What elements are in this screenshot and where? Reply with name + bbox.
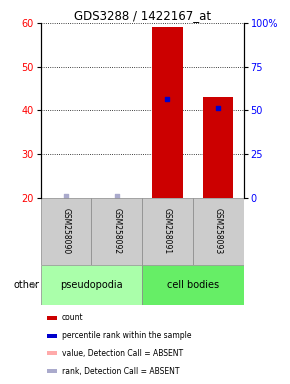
Point <box>216 105 220 111</box>
Text: rank, Detection Call = ABSENT: rank, Detection Call = ABSENT <box>62 367 179 376</box>
Point <box>114 192 119 199</box>
Text: cell bodies: cell bodies <box>167 280 219 290</box>
Text: GSM258092: GSM258092 <box>112 209 121 255</box>
Text: value, Detection Call = ABSENT: value, Detection Call = ABSENT <box>62 349 183 358</box>
Bar <box>47 351 57 356</box>
Bar <box>91 198 142 265</box>
Bar <box>203 97 233 198</box>
Bar <box>47 316 57 320</box>
Bar <box>142 265 244 305</box>
Point <box>64 193 68 199</box>
Text: pseudopodia: pseudopodia <box>60 280 123 290</box>
Bar <box>142 198 193 265</box>
Text: GSM258091: GSM258091 <box>163 209 172 255</box>
Bar <box>47 369 57 373</box>
Text: GSM258090: GSM258090 <box>61 208 70 255</box>
Bar <box>47 334 57 338</box>
Text: other: other <box>14 280 39 290</box>
Text: GSM258093: GSM258093 <box>214 208 223 255</box>
Point <box>165 96 170 103</box>
Bar <box>193 198 244 265</box>
Bar <box>152 27 183 198</box>
Text: count: count <box>62 313 84 322</box>
Text: percentile rank within the sample: percentile rank within the sample <box>62 331 191 340</box>
Bar <box>41 265 142 305</box>
Title: GDS3288 / 1422167_at: GDS3288 / 1422167_at <box>74 9 211 22</box>
Bar <box>41 198 91 265</box>
